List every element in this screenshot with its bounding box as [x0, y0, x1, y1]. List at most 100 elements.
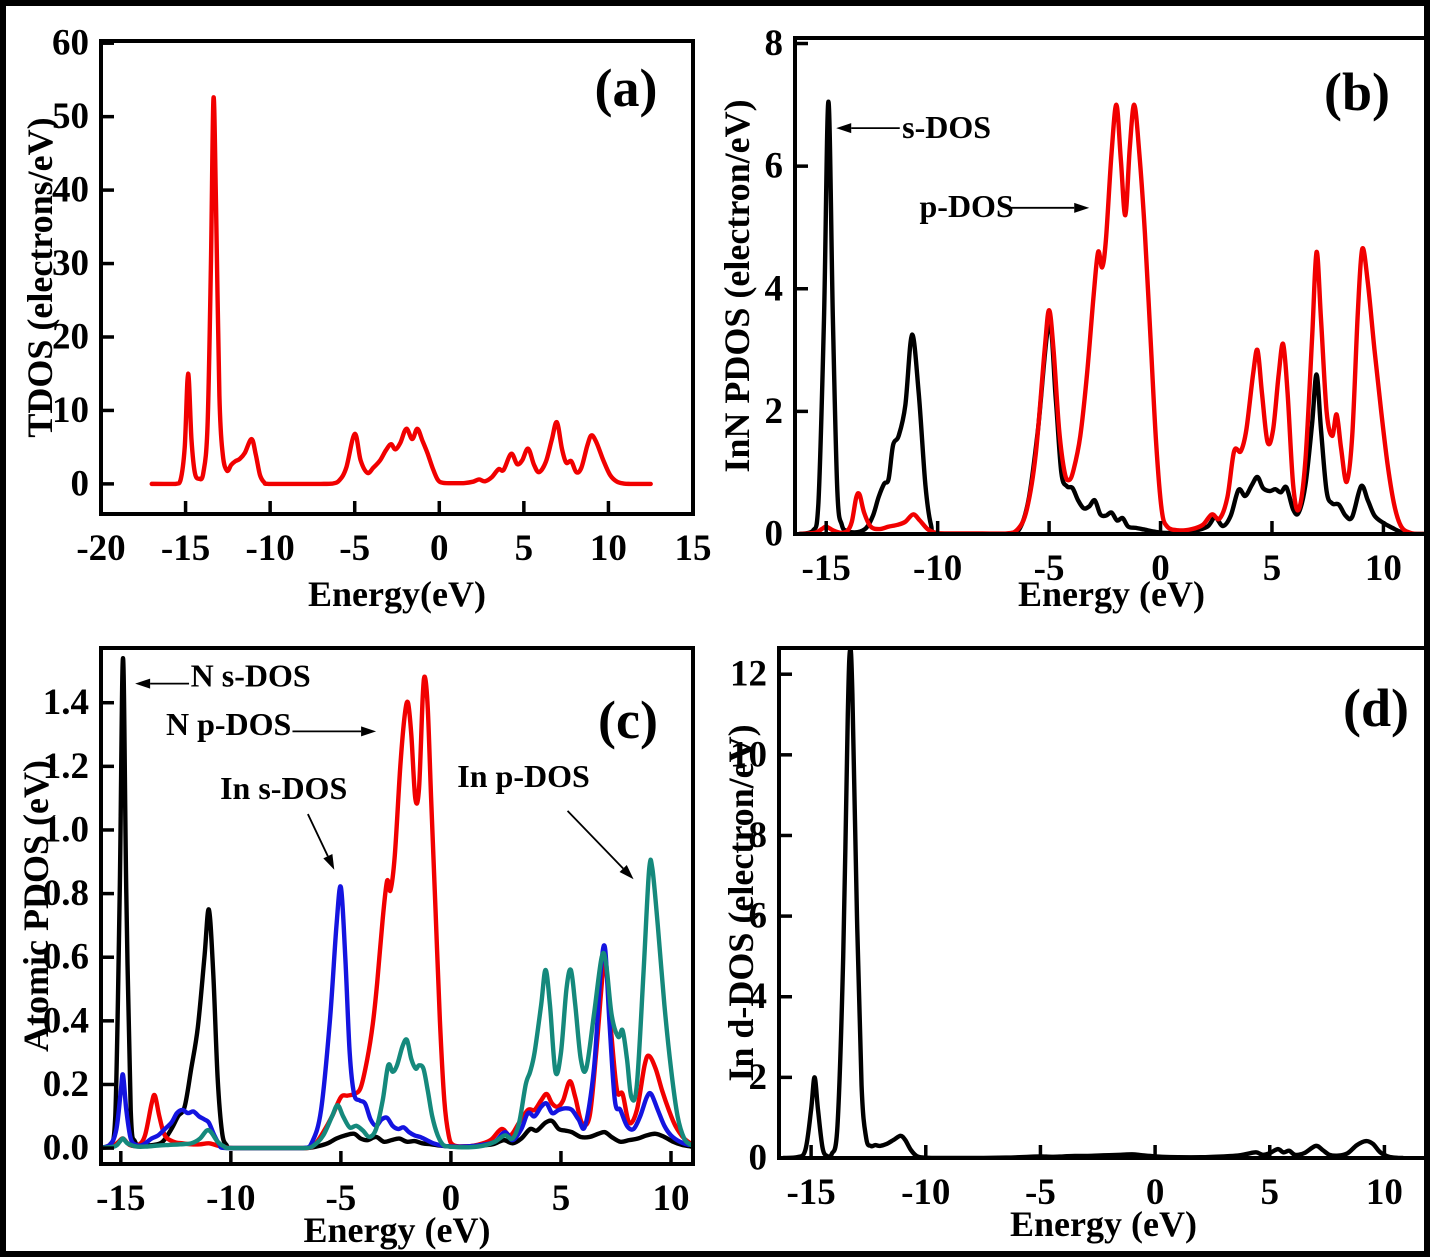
y-tick-label: 0.2 — [43, 1064, 89, 1105]
x-tick-label: 0 — [1146, 1172, 1165, 1213]
x-tick-label: -20 — [76, 528, 125, 569]
x-tick-label: -10 — [913, 548, 962, 589]
annotation-arrowhead — [323, 854, 335, 870]
plot-box — [777, 646, 1424, 1160]
y-tick-label: 4 — [749, 976, 768, 1017]
annotation-arrow-line — [307, 813, 329, 857]
panel-b-svg: -15 -10 -5 0 5 10 0 2 4 6 8 Energy (eV) InN PDOS (el… — [717, 23, 1424, 614]
y-tick-label: 4 — [765, 268, 784, 309]
x-tick-label: -15 — [96, 1178, 145, 1219]
panel-a: -20 -15 -10 -5 0 5 10 15 0 10 20 30 40 50 60 Energy(eV)… — [6, 6, 721, 634]
y-tick-label: 40 — [52, 170, 89, 211]
x-tick-label: 5 — [515, 528, 534, 569]
y-tick-label: 8 — [749, 815, 768, 856]
x-tick-label: -5 — [1034, 548, 1065, 589]
x-tick-label: -10 — [245, 528, 294, 569]
x-tick-label: 10 — [1366, 1172, 1403, 1213]
curves-group — [797, 99, 1424, 536]
panel-letter: (a) — [595, 58, 658, 118]
annotation-arrow-line — [566, 810, 624, 870]
annotation-arrowhead — [135, 678, 151, 689]
annotation-label-in-s-dos: In s-DOS — [220, 770, 347, 806]
curves-group — [149, 95, 653, 487]
y-tick-label: 12 — [730, 654, 767, 695]
x-tick-label: -5 — [325, 1178, 356, 1219]
y-tick-label: 8 — [765, 23, 784, 64]
x-tick-label: 5 — [1263, 548, 1282, 589]
panel-c: -15 -10 -5 0 5 10 0.0 0.2 0.4 0.6 0.8 1.0 1.2 1.4 Ener… — [6, 634, 721, 1251]
curves-group — [781, 646, 1405, 1160]
y-tick-label: 60 — [52, 23, 89, 64]
panel-a-svg: -20 -15 -10 -5 0 5 10 15 0 10 20 30 40 50 60 Energy(eV)… — [20, 23, 712, 614]
curve-tdos — [149, 95, 653, 487]
annotation-label-s-dos: s-DOS — [902, 109, 991, 145]
x-tick-label: -15 — [161, 528, 210, 569]
y-tick-label: 1.0 — [43, 809, 89, 850]
x-tick-label: 10 — [1365, 548, 1402, 589]
y-tick-label: 1.2 — [43, 746, 89, 787]
panel-d-svg: -15 -10 -5 0 5 10 0 2 4 6 8 10 12 Energy (eV) In d-DOS… — [721, 646, 1424, 1244]
curve-n-p-dos — [99, 674, 695, 1151]
x-axis-title: Energy (eV) — [304, 1210, 491, 1250]
y-tick-label: 0 — [71, 463, 90, 504]
annotation-arrowhead — [619, 865, 634, 880]
y-tick-label: 10 — [730, 734, 767, 775]
annotation-label-n-p-dos: N p-DOS — [166, 706, 291, 742]
y-axis-title: InN PDOS (electron/eV) — [721, 99, 757, 472]
y-axis-title: Atomic PDOS (eV) — [16, 760, 56, 1052]
y-tick-label: 50 — [52, 96, 89, 137]
y-tick-label: 0.0 — [43, 1128, 89, 1169]
y-tick-label: 2 — [765, 391, 784, 432]
curve-in-s-dos — [99, 884, 691, 1151]
curves-group — [99, 655, 695, 1151]
x-axis-title: Energy(eV) — [308, 574, 486, 614]
y-axis-title: In d-DOS (electron/eV) — [721, 724, 761, 1081]
panel-letter: (c) — [598, 690, 658, 750]
panel-letter: (b) — [1324, 62, 1390, 122]
curve-p-dos — [797, 102, 1424, 536]
y-tick-label: 0.4 — [43, 1000, 89, 1041]
plot-box — [99, 39, 695, 516]
x-tick-label: -15 — [786, 1172, 835, 1213]
y-tick-label: 10 — [52, 390, 89, 431]
curve-s-dos — [797, 99, 1424, 536]
x-tick-label: -15 — [802, 548, 851, 589]
annotation-label-p-dos: p-DOS — [919, 188, 1013, 224]
y-tick-label: 20 — [52, 316, 89, 357]
x-tick-label: -5 — [1025, 1172, 1056, 1213]
panel-c-svg: -15 -10 -5 0 5 10 0.0 0.2 0.4 0.6 0.8 1.0 1.2 1.4 Ener… — [16, 646, 695, 1250]
x-tick-label: 5 — [552, 1178, 571, 1219]
curve-in-d-dos — [781, 646, 1405, 1160]
y-axis-title: TDOS (electrons/eV) — [20, 117, 60, 437]
y-tick-label: 0.6 — [43, 937, 89, 978]
x-tick-label: 0 — [1151, 548, 1170, 589]
y-tick-label: 2 — [749, 1057, 768, 1098]
x-tick-label: -10 — [901, 1172, 950, 1213]
y-tick-label: 6 — [749, 896, 768, 937]
panel-d: -15 -10 -5 0 5 10 0 2 4 6 8 10 12 Energy (eV) In d-DOS… — [721, 634, 1424, 1251]
x-tick-label: -5 — [339, 528, 370, 569]
y-tick-label: 0.8 — [43, 873, 89, 914]
annotation-arrowhead — [836, 123, 852, 134]
x-tick-label: 10 — [590, 528, 627, 569]
annotation-arrowhead — [361, 726, 377, 737]
x-tick-label: 0 — [442, 1178, 461, 1219]
y-tick-label: 0 — [749, 1138, 768, 1179]
x-tick-label: -10 — [206, 1178, 255, 1219]
plot-box — [793, 36, 1424, 536]
x-tick-label: 5 — [1261, 1172, 1280, 1213]
annotation-label-in-p-dos: In p-DOS — [457, 758, 590, 794]
x-axis-title: Energy (eV) — [1010, 1204, 1197, 1244]
plot-box — [99, 646, 695, 1166]
x-axis-title: Energy (eV) — [1018, 574, 1205, 614]
y-tick-label: 30 — [52, 243, 89, 284]
y-tick-label: 1.4 — [43, 682, 89, 723]
y-tick-label: 6 — [765, 146, 784, 187]
x-tick-label: 0 — [430, 528, 449, 569]
y-tick-label: 0 — [765, 514, 784, 555]
x-tick-label: 10 — [652, 1178, 689, 1219]
x-tick-label: 15 — [675, 528, 712, 569]
annotation-label-n-s-dos: N s-DOS — [191, 658, 311, 694]
curve-in-p-dos — [99, 857, 693, 1151]
